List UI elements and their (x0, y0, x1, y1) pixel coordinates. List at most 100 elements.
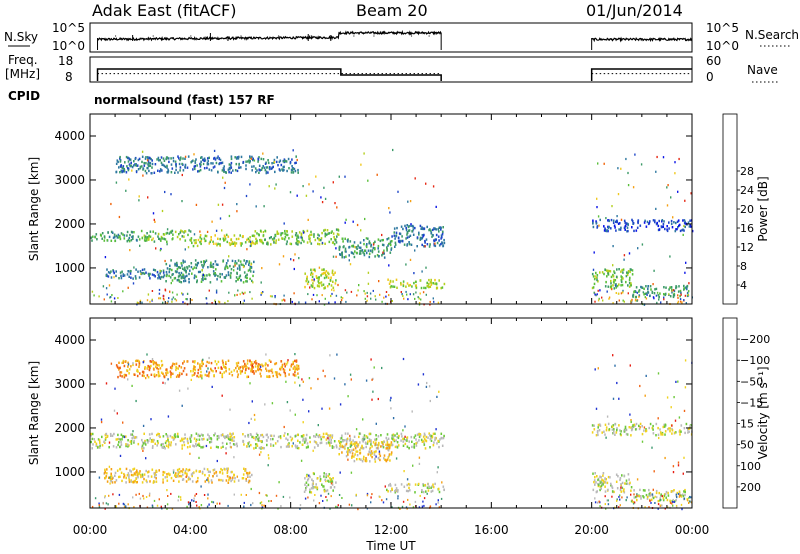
scatter-cell (149, 480, 151, 483)
scatter-cell (230, 242, 233, 245)
near-range-cell (415, 291, 417, 294)
scatter-cell (416, 236, 419, 239)
scatter-cell (183, 367, 186, 370)
noise-cell (409, 258, 412, 261)
noise-cell (258, 453, 261, 456)
scatter-cell (368, 432, 371, 436)
noise-cell (113, 409, 116, 412)
scatter-cell (179, 158, 181, 162)
noise-cell (138, 195, 140, 198)
scatter-cell (395, 231, 398, 234)
scatter-cell (406, 483, 408, 487)
noise-cell (349, 434, 351, 437)
scatter-cell (657, 426, 659, 430)
noise-cell (392, 148, 394, 152)
scatter-cell (394, 237, 396, 240)
noise-cell (141, 473, 144, 476)
scatter-cell (328, 282, 330, 286)
scatter-cell (299, 441, 301, 444)
scatter-cell (370, 443, 372, 446)
scatter-cell (208, 375, 210, 378)
scatter-cell (104, 438, 107, 441)
scatter-cell (658, 219, 660, 223)
scatter-cell (404, 439, 407, 442)
scatter-cell (265, 369, 268, 372)
scatter-cell (199, 165, 202, 168)
noise-cell (677, 461, 680, 464)
scatter-cell (260, 157, 263, 161)
scatter-cell (268, 236, 271, 240)
scatter-cell (627, 270, 630, 273)
scatter-cell (163, 445, 165, 449)
scatter-cell (153, 274, 155, 277)
scatter-cell (204, 480, 207, 483)
near-range-cell (409, 293, 411, 296)
near-range-cell (268, 500, 270, 503)
scatter-cell (120, 440, 122, 444)
scatter-cell (143, 473, 146, 476)
near-range-cell (323, 303, 326, 306)
noise-cell (213, 149, 216, 152)
scatter-cell (173, 277, 176, 280)
near-range-cell (162, 297, 165, 300)
noise-cell (242, 265, 245, 269)
scatter-cell (195, 438, 198, 441)
scatter-cell (673, 292, 675, 296)
scatter-cell (296, 240, 298, 243)
scatter-cell (326, 285, 329, 288)
scatter-cell (227, 359, 230, 362)
noise-cell (105, 382, 108, 385)
scatter-cell (369, 446, 372, 450)
near-range-cell (171, 298, 173, 301)
near-range-cell (594, 501, 597, 504)
scatter-cell (235, 162, 238, 166)
noise-cell (335, 255, 337, 258)
near-range-cell (313, 499, 315, 502)
scatter-cell (233, 234, 236, 237)
scatter-cell (683, 490, 685, 493)
scatter-cell (341, 237, 344, 240)
near-range-cell (419, 292, 421, 295)
scatter-cell (358, 457, 361, 461)
scatter-cell (224, 237, 227, 240)
noise-cell (357, 508, 359, 511)
scatter-cell (168, 160, 170, 164)
scatter-cell (253, 260, 255, 264)
noise-cell (605, 436, 607, 439)
scatter-cell (273, 158, 276, 162)
scatter-cell (425, 238, 428, 241)
scatter-cell (178, 274, 181, 278)
scatter-cell (388, 446, 391, 450)
near-range-cell (632, 501, 634, 504)
noise-cell (249, 240, 252, 243)
scatter-cell (435, 238, 437, 241)
scatter-cell (109, 479, 112, 482)
near-range-cell (158, 297, 160, 300)
scatter-cell (112, 236, 115, 239)
scatter-cell (368, 450, 371, 454)
scatter-cell (303, 441, 306, 444)
scatter-cell (602, 483, 604, 486)
scatter-cell (120, 433, 123, 436)
scatter-cell (328, 480, 330, 483)
noise-cell (317, 377, 319, 381)
scatter-cell (606, 481, 609, 485)
noise-cell (606, 290, 608, 293)
scatter-cell (306, 278, 308, 281)
scatter-cell (118, 475, 120, 479)
noise-cell (351, 504, 353, 507)
noise-cell (612, 264, 614, 267)
scatter-cell (388, 242, 390, 246)
scatter-cell (119, 366, 121, 369)
near-range-cell (241, 291, 243, 294)
scatter-cell (302, 229, 305, 233)
scatter-cell (106, 480, 109, 483)
scatter-cell (325, 276, 328, 279)
scatter-cell (220, 467, 222, 471)
scatter-cell (415, 442, 417, 445)
scatter-cell (351, 244, 353, 248)
scatter-cell (280, 232, 282, 235)
noise-cell (142, 424, 145, 427)
scatter-cell (183, 235, 185, 238)
scatter-cell (230, 479, 232, 483)
